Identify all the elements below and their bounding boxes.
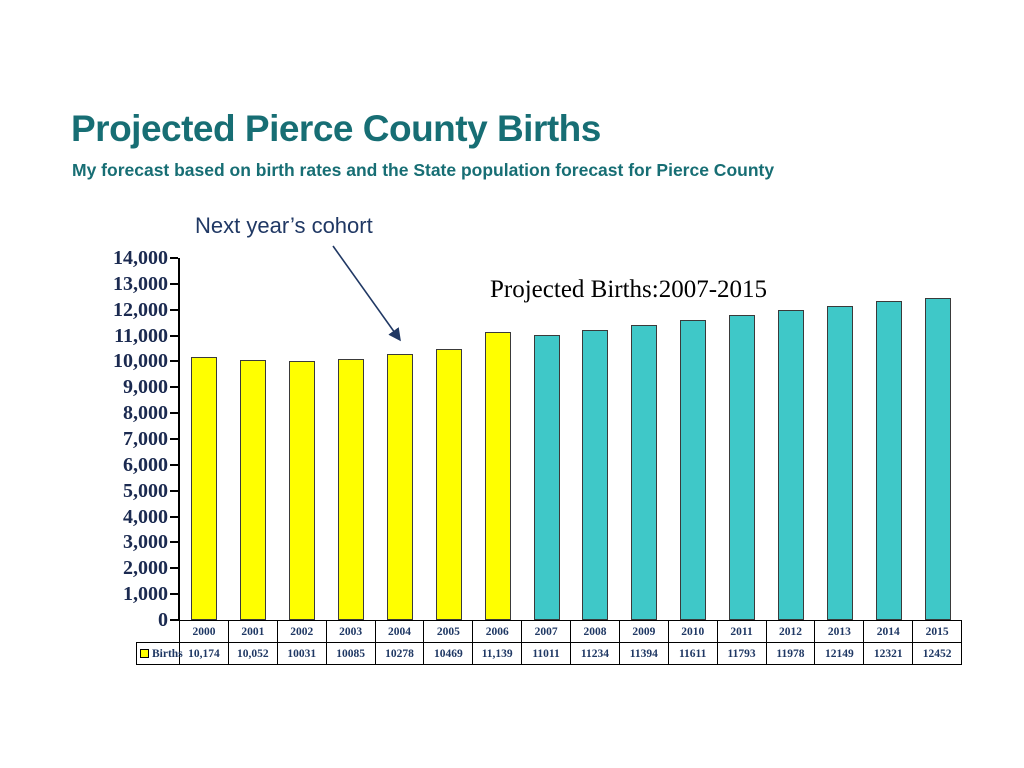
year-cell-2005: 2005 — [424, 621, 474, 642]
y-axis-tick — [170, 308, 178, 311]
y-axis-tick — [170, 386, 178, 389]
annotation-next-year-cohort: Next year’s cohort — [195, 213, 373, 238]
value-cell-2013: 12149 — [815, 643, 865, 664]
value-cell-2006: 11,139 — [473, 643, 523, 664]
y-axis-label: 9,000 — [123, 376, 168, 399]
page-subtitle: My forecast based on birth rates and the… — [72, 160, 775, 180]
y-axis-label: 12,000 — [113, 298, 168, 321]
bar-2010 — [680, 319, 707, 620]
y-axis-tick — [170, 489, 178, 492]
year-cell-2013: 2013 — [815, 621, 865, 642]
y-axis-label: 3,000 — [123, 531, 168, 554]
value-cell-2007: 11011 — [522, 643, 571, 664]
chart-title: Projected Births:2007-2015 — [490, 276, 768, 303]
y-axis-label: 2,000 — [123, 557, 168, 580]
bar-2008 — [582, 329, 609, 620]
y-axis-tick — [170, 567, 178, 570]
y-axis-label: 11,000 — [114, 324, 168, 347]
value-cell-2002: 10031 — [278, 643, 327, 664]
year-cell-2002: 2002 — [278, 621, 327, 642]
y-axis-tick — [170, 593, 178, 596]
bar-2011 — [729, 315, 756, 620]
y-axis-tick — [170, 334, 178, 337]
value-cell-2001: 10,052 — [229, 643, 278, 664]
y-axis-tick — [170, 282, 178, 285]
y-axis-label: 0 — [158, 609, 168, 631]
bar-2002 — [289, 360, 316, 620]
year-cell-2006: 2006 — [473, 621, 523, 642]
y-axis-tick — [170, 360, 178, 363]
legend: Births — [136, 642, 183, 665]
value-cell-2003: 10085 — [327, 643, 376, 664]
year-cell-2007: 2007 — [522, 621, 571, 642]
y-axis-label: 8,000 — [123, 402, 168, 425]
value-cell-2005: 10469 — [424, 643, 474, 664]
value-cell-2011: 11793 — [718, 643, 767, 664]
value-cell-2010: 11611 — [669, 643, 718, 664]
bar-2014 — [875, 301, 902, 620]
value-cell-2015: 12452 — [922, 647, 952, 660]
y-axis-tick — [170, 541, 178, 544]
y-axis-line — [178, 258, 180, 621]
page-title: Projected Pierce County Births — [71, 108, 601, 149]
y-axis-label: 6,000 — [123, 453, 168, 476]
y-axis-label: 7,000 — [123, 428, 168, 450]
year-cell-2015: 2015 — [925, 625, 949, 638]
y-axis-tick — [170, 438, 178, 440]
year-cell-2004: 2004 — [376, 621, 425, 642]
value-cell-2000: 10,174 — [180, 643, 229, 664]
year-cell-2012: 2012 — [767, 621, 816, 642]
year-cell-2008: 2008 — [571, 621, 620, 642]
year-cell-2010: 2010 — [669, 621, 718, 642]
bar-2006 — [484, 331, 511, 620]
y-axis-label: 13,000 — [113, 272, 168, 295]
data-table-values-row: 10,174 10,052 10031 10085 10278 10469 11,139 11… — [179, 642, 962, 665]
x-axis-year-row: 2000 2001 2002 2003 2004 2005 2006 2007 2008 2009… — [179, 620, 962, 643]
y-axis-label: 1,000 — [123, 583, 168, 606]
bar-2001 — [240, 360, 267, 620]
y-axis-label: 5,000 — [123, 479, 168, 502]
value-cell-2014: 12321 — [864, 643, 914, 664]
bar-2005 — [435, 349, 462, 620]
year-cell-2009: 2009 — [620, 621, 669, 642]
y-axis-label: 10,000 — [113, 350, 168, 373]
bar-2015 — [924, 298, 951, 620]
y-axis-label: 14,000 — [113, 247, 168, 269]
year-cell-2000: 2000 — [180, 621, 229, 642]
bar-2007 — [533, 335, 560, 620]
y-axis-tick — [170, 257, 178, 259]
bar-2003 — [338, 359, 365, 620]
year-cell-2014: 2014 — [864, 621, 914, 642]
y-axis-label: 4,000 — [123, 505, 168, 528]
y-axis-tick — [170, 463, 178, 466]
value-cell-2004: 10278 — [376, 643, 425, 664]
value-cell-2012: 11978 — [767, 643, 816, 664]
bar-2004 — [386, 354, 413, 620]
legend-label: Births — [152, 647, 183, 660]
year-cell-2003: 2003 — [327, 621, 376, 642]
y-axis-tick — [170, 412, 178, 415]
bar-2012 — [777, 310, 804, 620]
bar-2009 — [631, 325, 658, 620]
year-cell-2011: 2011 — [718, 621, 767, 642]
y-axis-tick — [170, 515, 178, 518]
bar-2013 — [826, 305, 853, 620]
legend-swatch-births — [140, 649, 149, 658]
year-cell-2001: 2001 — [229, 621, 278, 642]
value-cell-2008: 11234 — [571, 643, 620, 664]
value-cell-2009: 11394 — [620, 643, 669, 664]
bar-2000 — [191, 356, 218, 620]
y-axis-tick — [170, 619, 178, 621]
